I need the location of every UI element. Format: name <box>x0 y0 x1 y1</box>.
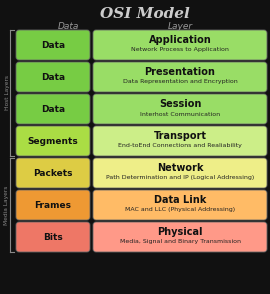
Text: Frames: Frames <box>35 201 72 210</box>
Text: Data: Data <box>41 104 65 113</box>
Text: Data Representation and Encryption: Data Representation and Encryption <box>123 79 237 84</box>
Text: Physical: Physical <box>157 227 203 237</box>
FancyBboxPatch shape <box>16 62 90 92</box>
Text: Data Link: Data Link <box>154 195 206 205</box>
Text: Media, Signal and Binary Transmission: Media, Signal and Binary Transmission <box>120 240 241 245</box>
Text: Packets: Packets <box>33 168 73 178</box>
FancyBboxPatch shape <box>93 30 267 60</box>
Text: Layer: Layer <box>167 22 193 31</box>
FancyBboxPatch shape <box>16 190 90 220</box>
Text: Session: Session <box>159 99 201 109</box>
FancyBboxPatch shape <box>93 158 267 188</box>
Text: Network: Network <box>157 163 203 173</box>
FancyBboxPatch shape <box>93 62 267 92</box>
Text: Presentation: Presentation <box>144 67 215 77</box>
FancyBboxPatch shape <box>16 222 90 252</box>
FancyBboxPatch shape <box>93 190 267 220</box>
FancyBboxPatch shape <box>93 222 267 252</box>
Text: Host Layers: Host Layers <box>5 76 9 111</box>
Text: Media Layers: Media Layers <box>5 185 9 225</box>
Text: Data: Data <box>41 73 65 81</box>
Text: Data: Data <box>41 41 65 49</box>
FancyBboxPatch shape <box>16 30 90 60</box>
FancyBboxPatch shape <box>93 126 267 156</box>
Text: MAC and LLC (Physical Addressing): MAC and LLC (Physical Addressing) <box>125 208 235 213</box>
Text: Path Determination and IP (Logical Addressing): Path Determination and IP (Logical Addre… <box>106 176 254 181</box>
Text: End-toEnd Connections and Realiability: End-toEnd Connections and Realiability <box>118 143 242 148</box>
FancyBboxPatch shape <box>16 158 90 188</box>
Text: Network Process to Application: Network Process to Application <box>131 48 229 53</box>
Text: OSI Model: OSI Model <box>100 7 190 21</box>
Text: Data: Data <box>57 22 79 31</box>
Text: Bits: Bits <box>43 233 63 241</box>
Text: Application: Application <box>148 35 211 45</box>
FancyBboxPatch shape <box>16 126 90 156</box>
Text: Interhost Communication: Interhost Communication <box>140 111 220 116</box>
Text: Segments: Segments <box>28 136 78 146</box>
Text: Transport: Transport <box>154 131 207 141</box>
FancyBboxPatch shape <box>93 94 267 124</box>
FancyBboxPatch shape <box>16 94 90 124</box>
